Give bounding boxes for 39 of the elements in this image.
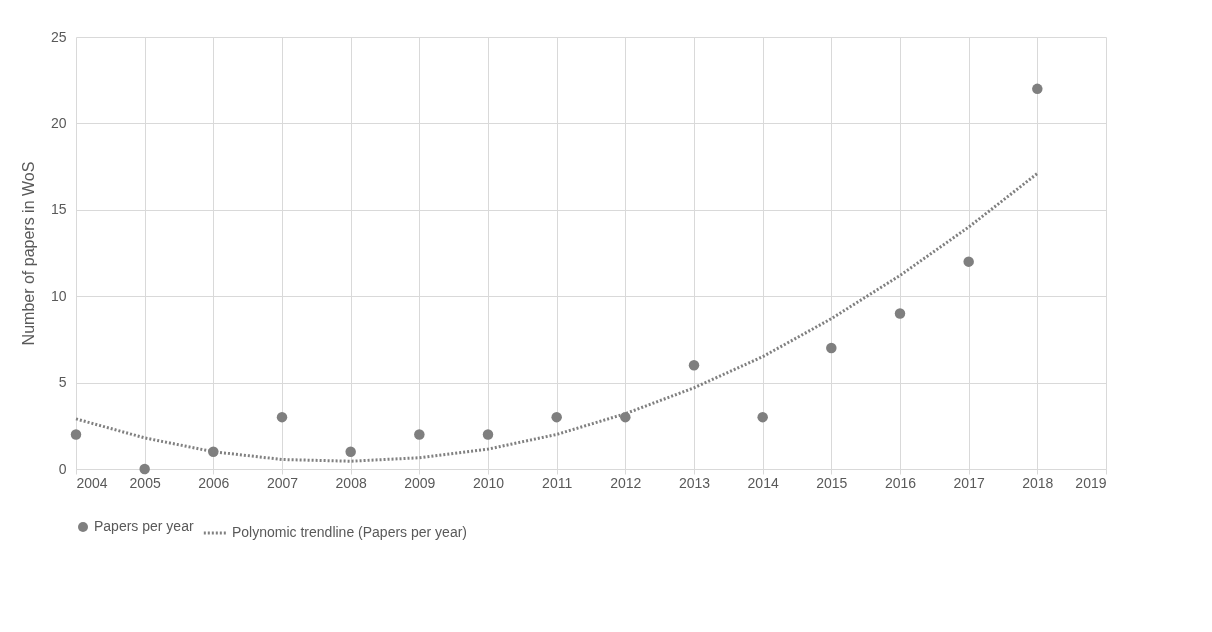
point [826,342,837,354]
x-tick-label: 2017 [953,474,985,491]
x-tick-label: 2018 [1022,474,1054,491]
x-tick-label: 2005 [129,474,161,491]
x-tick-label: 2014 [747,474,779,491]
point [551,411,562,423]
x-tick-label: 2007 [266,474,299,491]
x-tick-label: 2012 [610,474,642,491]
y-tick-label: 5 [58,374,67,391]
legend-label: Polynomic trendline (Papers per year) [232,524,467,540]
x-tick-label: 2008 [335,474,367,491]
x-tick-label: 2006 [198,474,230,491]
point [70,429,82,440]
point [482,429,494,440]
y-tick-label: 25 [50,28,67,45]
x-tick-label: 2010 [472,474,505,491]
legend-label: Papers per year [94,518,194,534]
y-tick-label: 20 [50,114,67,131]
point [757,411,768,423]
x-tick-label: 2009 [404,474,436,491]
y-tick-label: 10 [50,287,67,304]
x-tick-label: 2011 [542,474,573,491]
point [276,411,288,423]
point [688,360,700,371]
y-tick-label: 0 [58,460,67,477]
x-tick-label: 2004 [76,474,108,491]
x-tick-label: 2019 [1075,474,1107,491]
point [414,429,425,440]
point [345,446,356,457]
line-series [74,172,1039,463]
point [1032,83,1043,95]
x-tick-label: 2015 [816,474,848,491]
point [963,256,974,267]
y-tick-label: 15 [50,201,67,218]
point [894,308,906,319]
x-tick-label: 2013 [678,474,711,491]
x-tick-label: 2016 [884,474,917,491]
point [139,463,150,475]
y-axis-title: Number of papers in WoS [19,161,37,346]
